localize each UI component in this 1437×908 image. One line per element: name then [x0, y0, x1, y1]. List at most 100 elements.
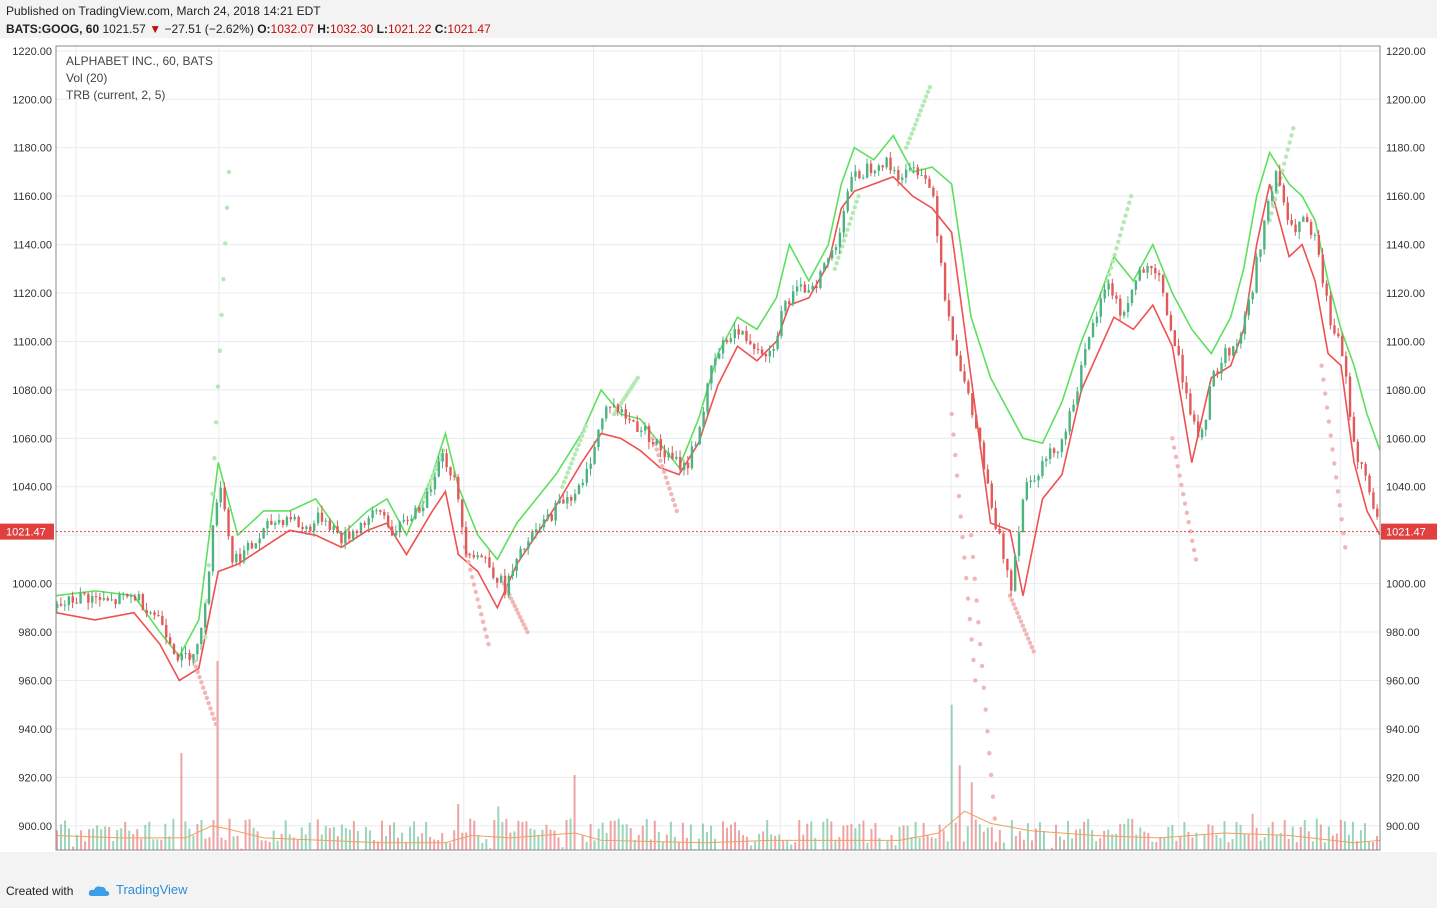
candle-body	[219, 487, 222, 503]
candle-body	[102, 598, 106, 600]
candle-body	[737, 329, 740, 335]
volume-bar	[625, 824, 628, 850]
trend-dot	[200, 685, 206, 690]
y-tick-label-left: 900.00	[18, 821, 52, 833]
trend-dot	[1177, 473, 1182, 478]
chart-area[interactable]: 900.00 900.00 920.00 920.00 940.00 940.00 960.…	[0, 38, 1437, 868]
volume-bar	[136, 829, 139, 850]
volume-bar	[433, 839, 436, 850]
volume-bar	[974, 819, 977, 850]
volume-bar	[1231, 839, 1234, 850]
candle-body	[710, 365, 713, 384]
candle-body	[344, 531, 347, 544]
volume-bar	[858, 823, 861, 850]
volume-bar	[605, 832, 608, 850]
trend-dot	[193, 664, 199, 669]
candle-body	[558, 499, 561, 504]
volume-bar	[228, 818, 231, 850]
volume-bar	[870, 828, 873, 850]
candle-body	[480, 555, 483, 558]
candle-body	[1146, 265, 1149, 273]
candle-body	[1232, 346, 1235, 356]
candle-body	[632, 420, 635, 422]
trend-dot	[914, 117, 920, 122]
trend-dot	[561, 479, 567, 485]
candle-body	[1017, 532, 1021, 556]
trend-dot	[563, 475, 569, 480]
volume-bar	[513, 831, 516, 850]
candle-body	[1368, 475, 1371, 493]
candle-body	[585, 468, 588, 483]
candle-body	[877, 165, 881, 171]
volume-bar	[172, 818, 175, 850]
volume-bar	[697, 838, 700, 850]
candle-body	[281, 520, 285, 526]
tradingview-logo[interactable]: TradingView	[88, 882, 188, 897]
trend-dot	[429, 476, 435, 481]
candle-body	[780, 311, 783, 336]
trend-dot	[204, 695, 210, 701]
trend-dot	[974, 598, 979, 603]
volume-bar	[1030, 840, 1033, 850]
volume-bar	[60, 824, 63, 850]
trend-dot	[583, 424, 589, 429]
trend-dot	[512, 603, 517, 609]
candle-body	[912, 167, 916, 169]
candle-body	[390, 526, 394, 536]
volume-bar	[1059, 836, 1062, 850]
candle-body	[538, 527, 542, 530]
volume-bar	[509, 832, 512, 850]
trend-dot	[199, 680, 204, 685]
candle-body	[523, 548, 526, 550]
last-price: 1021.57	[102, 22, 146, 36]
y-tick-label-left: 1080.00	[12, 385, 52, 397]
candle-body	[75, 602, 78, 604]
volume-bar	[1367, 841, 1370, 850]
candle-body	[1325, 283, 1328, 296]
candle-body	[153, 612, 156, 616]
trend-dot	[217, 348, 223, 353]
trend-dot	[516, 611, 521, 616]
candle-body	[1072, 404, 1075, 412]
volume-bar	[356, 831, 359, 850]
y-tick-label-right: 1040.00	[1386, 482, 1426, 494]
y-tick-label-left: 1120.00	[13, 288, 52, 300]
volume-bar	[168, 836, 171, 850]
volume-bar	[397, 837, 400, 850]
price-chart[interactable]: 900.00 900.00 920.00 920.00 940.00 940.00 960.…	[0, 38, 1437, 868]
trend-dot	[1117, 233, 1123, 238]
candle-body	[698, 427, 701, 445]
volume-bar	[722, 821, 725, 850]
volume-bar	[449, 842, 452, 850]
volume-bar	[1251, 813, 1254, 850]
candle-body	[1193, 414, 1196, 422]
volume-bar	[1311, 841, 1314, 850]
volume-bar	[545, 824, 548, 850]
volume-bar	[409, 826, 412, 850]
legend-volume: Vol (20)	[66, 71, 107, 85]
trend-dot	[1116, 239, 1121, 244]
volume-bar	[898, 826, 901, 850]
candle-body	[869, 163, 873, 174]
candle-body	[1064, 431, 1067, 440]
volume-bar	[1135, 834, 1138, 850]
volume-bar	[148, 821, 151, 850]
candle-body	[231, 536, 234, 563]
candle-body	[242, 550, 246, 562]
trend-dot	[1007, 593, 1013, 598]
trend-dot	[508, 596, 514, 601]
trend-dot	[1193, 557, 1199, 562]
candle-body	[515, 558, 518, 571]
volume-bar	[1219, 838, 1222, 850]
y-tick-label-right: 920.00	[1386, 772, 1420, 784]
trend-dot	[1127, 200, 1132, 205]
trend-dot	[1114, 246, 1119, 251]
trend-dot	[976, 620, 981, 625]
candle-body	[149, 612, 152, 614]
volume-bar	[814, 837, 817, 850]
volume-bar	[1315, 818, 1318, 850]
volume-bar	[1147, 832, 1150, 850]
volume-bar	[216, 661, 219, 850]
candle-body	[659, 439, 662, 451]
volume-bar	[368, 830, 371, 850]
